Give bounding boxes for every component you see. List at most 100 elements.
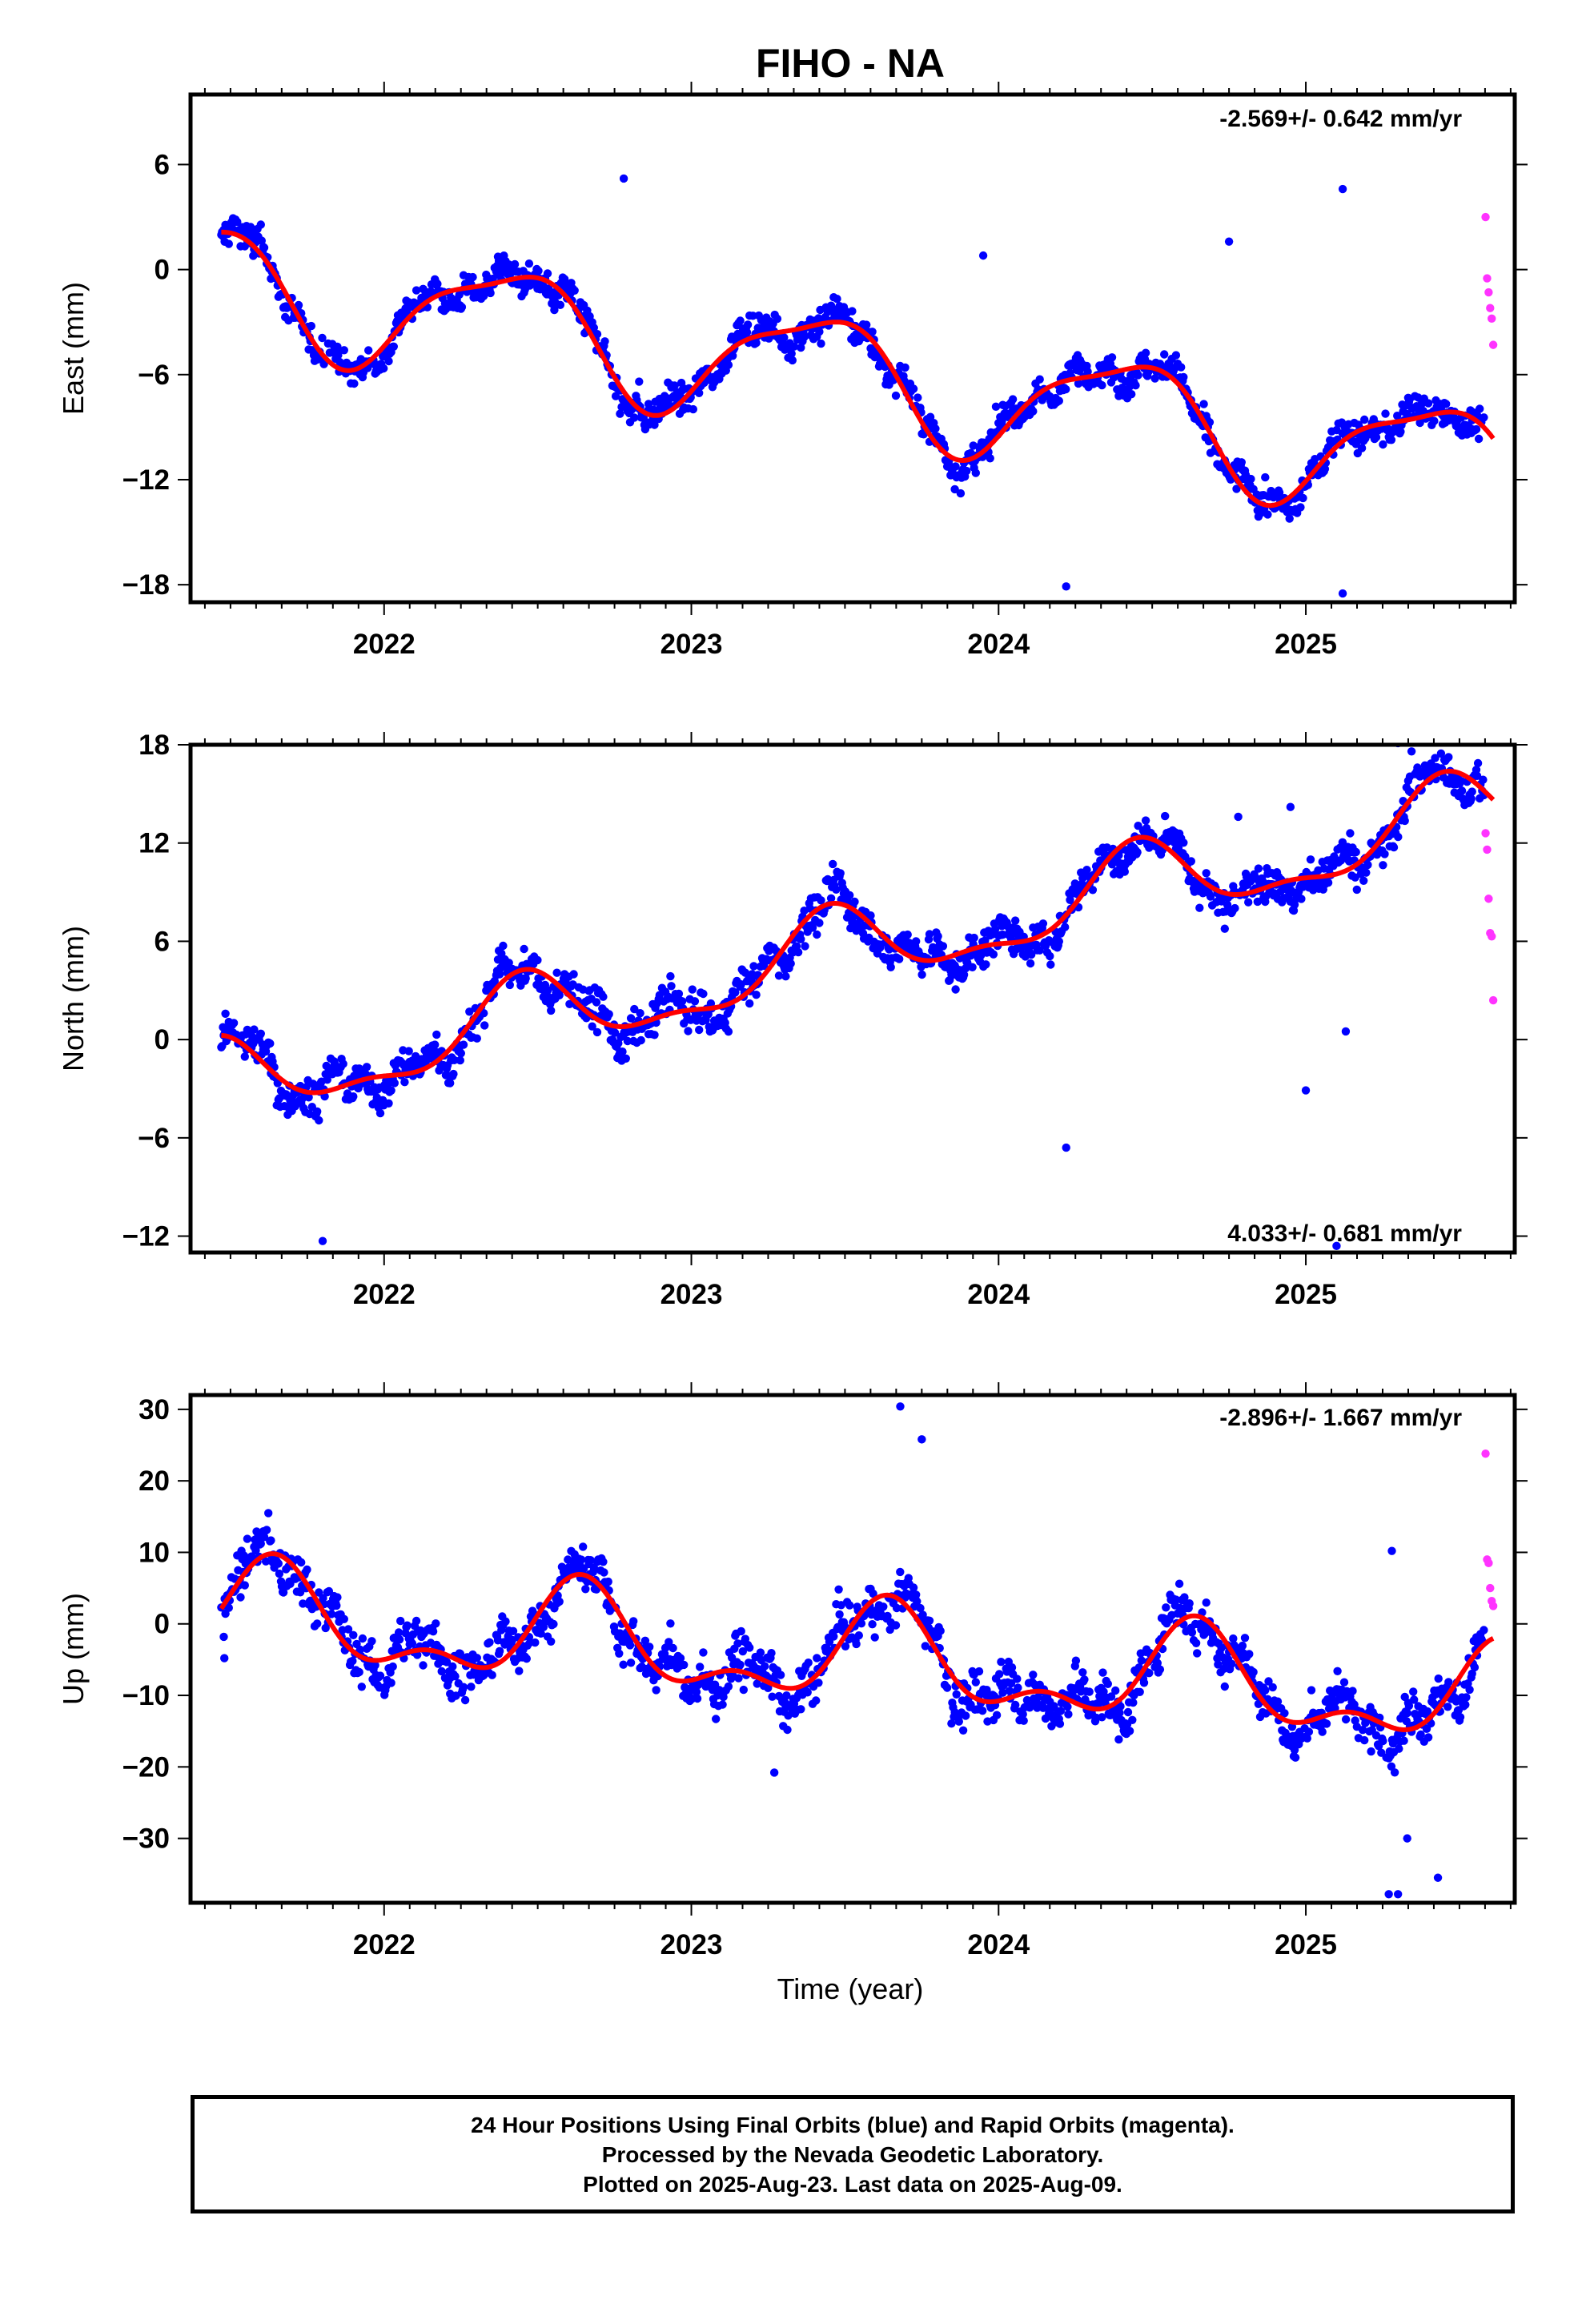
up-final-orbit-point <box>783 1725 792 1735</box>
up-final-orbit-point <box>978 1707 987 1715</box>
east-final-orbit-point <box>1393 412 1402 420</box>
north-final-orbit-point <box>1206 892 1215 901</box>
up-final-orbit-point <box>676 1654 685 1663</box>
north-final-orbit-point <box>1341 1027 1351 1036</box>
north-final-orbit-point <box>690 997 700 1006</box>
north-final-orbit-point <box>400 1078 409 1087</box>
north-y-tick-label: −12 <box>122 1221 170 1252</box>
up-final-orbit-point <box>1125 1727 1134 1735</box>
up-final-orbit-point <box>333 1593 342 1602</box>
east-final-orbit-point <box>256 220 265 229</box>
up-final-orbit-point <box>339 1614 348 1624</box>
up-final-orbit-point <box>1443 1703 1452 1711</box>
east-final-orbit-point <box>635 377 644 386</box>
up-final-orbit-point <box>912 1590 921 1599</box>
north-final-orbit-point <box>618 1047 627 1056</box>
north-final-orbit-point <box>1088 886 1098 895</box>
east-final-orbit-point <box>339 346 348 355</box>
east-final-orbit-point <box>1285 514 1294 523</box>
up-final-orbit-point <box>625 1641 635 1650</box>
up-y-tick-label: −10 <box>122 1680 170 1711</box>
up-final-orbit-point <box>997 1658 1006 1667</box>
up-final-orbit-point <box>1480 1626 1488 1634</box>
up-x-tick-label: 2023 <box>661 1929 723 1960</box>
north-final-orbit-point <box>1253 897 1263 907</box>
up-final-orbit-point <box>501 1617 510 1626</box>
east-final-orbit-point <box>950 485 959 494</box>
north-final-orbit-point <box>666 971 675 981</box>
north-final-orbit-point <box>817 896 825 905</box>
east-y-tick-label: 0 <box>155 255 170 286</box>
east-final-orbit-point <box>384 356 393 366</box>
up-final-orbit-point <box>1416 1730 1425 1739</box>
up-final-orbit-point <box>995 1670 1004 1679</box>
up-final-orbit-point <box>669 1643 677 1653</box>
up-final-orbit-point <box>1202 1598 1211 1607</box>
up-final-orbit-point <box>739 1685 748 1695</box>
north-rapid-orbit-point <box>1481 829 1490 838</box>
up-final-orbit-point <box>909 1583 918 1592</box>
time-axis-label: Time (year) <box>777 1972 924 2005</box>
north-final-orbit-point <box>599 992 608 1001</box>
up-final-orbit-point <box>917 1435 926 1444</box>
east-final-orbit-point <box>677 386 687 395</box>
east-final-orbit-point <box>1360 415 1369 424</box>
east-final-orbit-point <box>1387 436 1396 444</box>
up-final-orbit-point <box>1358 1726 1367 1735</box>
up-final-orbit-point <box>1139 1679 1149 1687</box>
north-final-orbit-point <box>229 1019 239 1027</box>
east-final-orbit-point <box>1423 399 1433 408</box>
north-final-orbit-point <box>256 1029 265 1039</box>
north-final-orbit-point <box>650 1031 659 1039</box>
up-final-orbit-point <box>1180 1593 1189 1602</box>
up-final-orbit-point <box>879 1602 888 1611</box>
north-final-orbit-point <box>636 1035 645 1045</box>
east-rapid-orbit-point <box>1483 274 1492 283</box>
up-final-orbit-point <box>645 1642 654 1651</box>
east-rapid-orbit-point <box>1488 340 1498 349</box>
up-final-orbit-point <box>1404 1701 1414 1711</box>
east-rapid-orbit-point <box>1484 287 1493 297</box>
north-final-orbit-point <box>520 944 528 954</box>
up-final-orbit-point <box>696 1663 705 1671</box>
north-final-orbit-point <box>339 1059 347 1068</box>
up-final-orbit-point <box>295 1588 305 1597</box>
north-final-orbit-point <box>449 1069 458 1079</box>
up-final-orbit-point <box>1111 1686 1120 1695</box>
up-final-orbit-point <box>267 1536 275 1545</box>
up-final-orbit-point <box>738 1647 747 1656</box>
up-final-orbit-point <box>841 1642 850 1651</box>
up-final-orbit-point <box>629 1617 638 1626</box>
north-final-orbit-point <box>1301 1086 1311 1095</box>
up-final-orbit-point <box>1390 1768 1399 1777</box>
east-final-orbit-point <box>971 468 981 477</box>
north-final-orbit-point <box>404 1047 413 1055</box>
north-final-orbit-point <box>626 1014 636 1023</box>
north-final-orbit-point <box>610 1028 620 1037</box>
up-final-orbit-point <box>343 1625 353 1634</box>
north-final-orbit-point <box>1161 811 1170 821</box>
north-final-orbit-point <box>749 962 758 971</box>
north-final-orbit-point <box>1054 937 1064 946</box>
up-final-orbit-point <box>982 1686 991 1695</box>
east-x-tick-label: 2025 <box>1275 629 1337 660</box>
east-final-orbit-point <box>1232 485 1241 493</box>
up-model-fit-line <box>219 1551 1495 1732</box>
up-final-orbit-point <box>1078 1668 1087 1677</box>
up-final-orbit-point <box>576 1555 586 1564</box>
up-final-orbit-point <box>718 1700 727 1709</box>
up-final-orbit-point <box>1339 1678 1349 1687</box>
up-final-orbit-point <box>332 1601 341 1610</box>
up-final-orbit-point <box>275 1569 284 1578</box>
up-final-orbit-point <box>396 1616 405 1626</box>
north-final-orbit-point <box>387 1086 396 1096</box>
up-final-orbit-point <box>515 1667 524 1675</box>
east-final-orbit-point <box>815 328 824 336</box>
east-final-orbit-point <box>962 466 971 476</box>
up-final-orbit-point <box>1106 1692 1116 1701</box>
up-final-orbit-point <box>1384 1890 1393 1899</box>
north-final-orbit-point <box>1436 749 1446 758</box>
up-final-orbit-point <box>451 1672 460 1681</box>
north-final-orbit-point <box>621 1054 630 1063</box>
up-final-orbit-point <box>782 1691 791 1700</box>
